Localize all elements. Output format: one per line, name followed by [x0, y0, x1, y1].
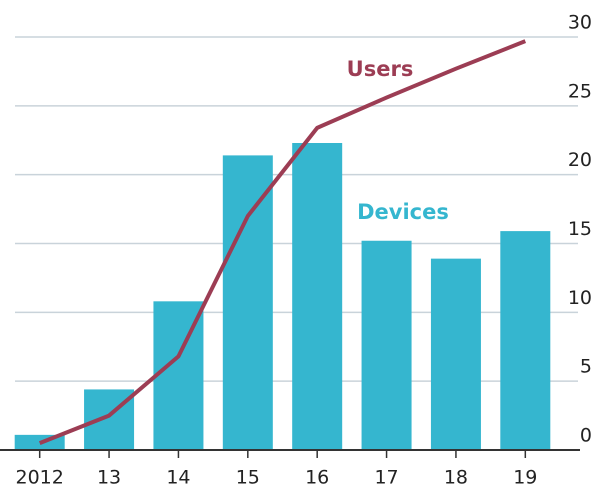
x-tick-label: 2012	[16, 467, 64, 489]
y-tick-label: 0	[580, 425, 592, 447]
line	[38, 39, 527, 445]
bar	[292, 143, 343, 450]
bar	[500, 231, 551, 450]
y-tick-label: 10	[568, 287, 592, 309]
y-tick-label: 25	[568, 80, 592, 102]
bar	[222, 155, 273, 451]
x-tick-label: 17	[374, 467, 398, 489]
series-label: Devices	[357, 200, 449, 224]
x-tick-label: 18	[444, 467, 468, 489]
y-tick-label: 20	[568, 149, 592, 171]
x-tick-label: 14	[166, 467, 190, 489]
x-tick-label: 16	[305, 467, 329, 489]
bar	[361, 240, 412, 450]
x-tick-label: 13	[97, 467, 121, 489]
x-tick-label: 15	[236, 467, 260, 489]
bar	[430, 258, 481, 450]
x-tick-label: 19	[513, 467, 537, 489]
y-tick-label: 30	[568, 12, 592, 34]
y-tick-label: 5	[580, 356, 592, 378]
series-label: Users	[347, 57, 414, 81]
y-tick-label: 15	[568, 218, 592, 240]
